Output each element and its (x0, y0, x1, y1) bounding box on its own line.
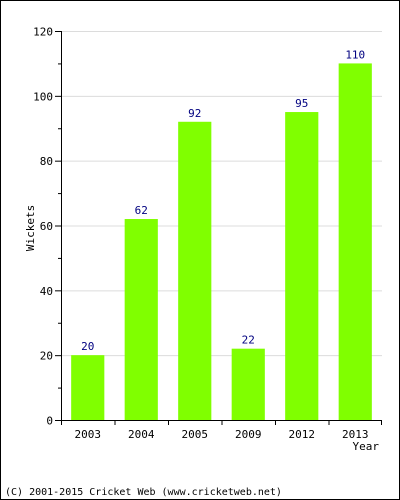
x-tick-label: 2013 (342, 428, 369, 441)
labels: 0 20 40 60 80 100 120 20 2003 62 2004 92 2005 22 2009 9… (33, 26, 368, 442)
y-tick-label: 40 (40, 285, 53, 298)
data-label: 22 (242, 334, 255, 347)
bar (231, 348, 265, 420)
data-label: 62 (135, 204, 148, 217)
x-tick-label: 2009 (235, 428, 262, 441)
y-tick-label: 60 (40, 220, 53, 233)
copyright-footer: (C) 2001-2015 Cricket Web (www.cricketwe… (5, 487, 282, 498)
y-axis-label: Wickets (24, 205, 37, 251)
data-label: 92 (188, 107, 201, 120)
x-tick-label: 2005 (182, 428, 209, 441)
data-label: 95 (295, 97, 308, 110)
data-label: 110 (345, 48, 365, 61)
bar (71, 355, 105, 420)
bar (285, 112, 319, 421)
axes (55, 31, 382, 425)
bar (338, 63, 372, 421)
x-axis-label: Year (353, 440, 380, 453)
y-tick-label: 80 (40, 155, 53, 168)
y-tick-label: 20 (40, 350, 53, 363)
x-tick-label: 2012 (289, 428, 316, 441)
bar (178, 121, 212, 421)
y-tick-label: 0 (46, 415, 53, 428)
y-tick-label: 120 (33, 26, 53, 39)
data-label: 20 (81, 340, 94, 353)
y-tick-label: 100 (33, 90, 53, 103)
x-tick-label: 2003 (75, 428, 102, 441)
x-tick-label: 2004 (128, 428, 155, 441)
bar (124, 219, 158, 420)
bars (71, 63, 372, 421)
grid-lines (61, 31, 382, 357)
